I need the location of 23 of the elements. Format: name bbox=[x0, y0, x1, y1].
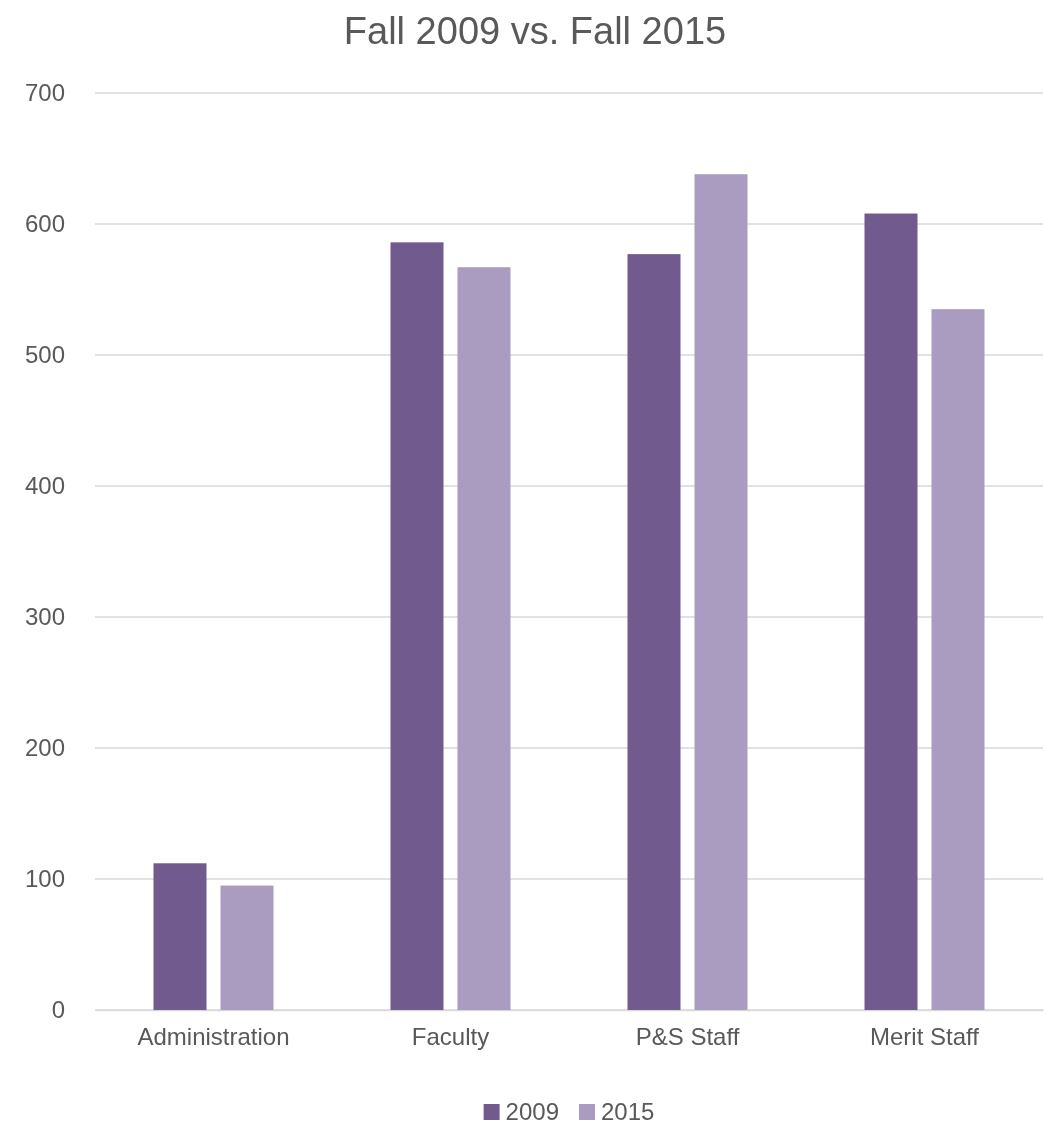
x-tick-label: P&S Staff bbox=[635, 1023, 740, 1051]
bar bbox=[457, 267, 511, 1010]
y-tick-label: 500 bbox=[24, 341, 65, 369]
bar bbox=[627, 254, 681, 1010]
x-tick-label: Faculty bbox=[411, 1023, 490, 1051]
y-tick-label: 0 bbox=[51, 996, 65, 1024]
y-tick-label: 200 bbox=[24, 734, 65, 762]
y-tick-label: 700 bbox=[24, 79, 65, 107]
y-tick-label: 400 bbox=[24, 472, 65, 500]
x-tick-label: Administration bbox=[137, 1023, 290, 1051]
legend-label: 2009 bbox=[505, 1098, 559, 1125]
y-tick-label: 300 bbox=[24, 603, 65, 631]
bar bbox=[931, 309, 985, 1010]
x-tick-label: Merit Staff bbox=[870, 1023, 980, 1051]
chart-title: Fall 2009 vs. Fall 2015 bbox=[343, 10, 727, 52]
bar bbox=[694, 174, 748, 1010]
bar bbox=[864, 213, 918, 1010]
y-tick-label: 600 bbox=[24, 210, 65, 238]
legend-label: 2015 bbox=[601, 1098, 655, 1125]
bar bbox=[220, 885, 274, 1010]
bar bbox=[153, 863, 207, 1010]
y-tick-label: 100 bbox=[24, 865, 65, 893]
bar bbox=[390, 242, 444, 1010]
